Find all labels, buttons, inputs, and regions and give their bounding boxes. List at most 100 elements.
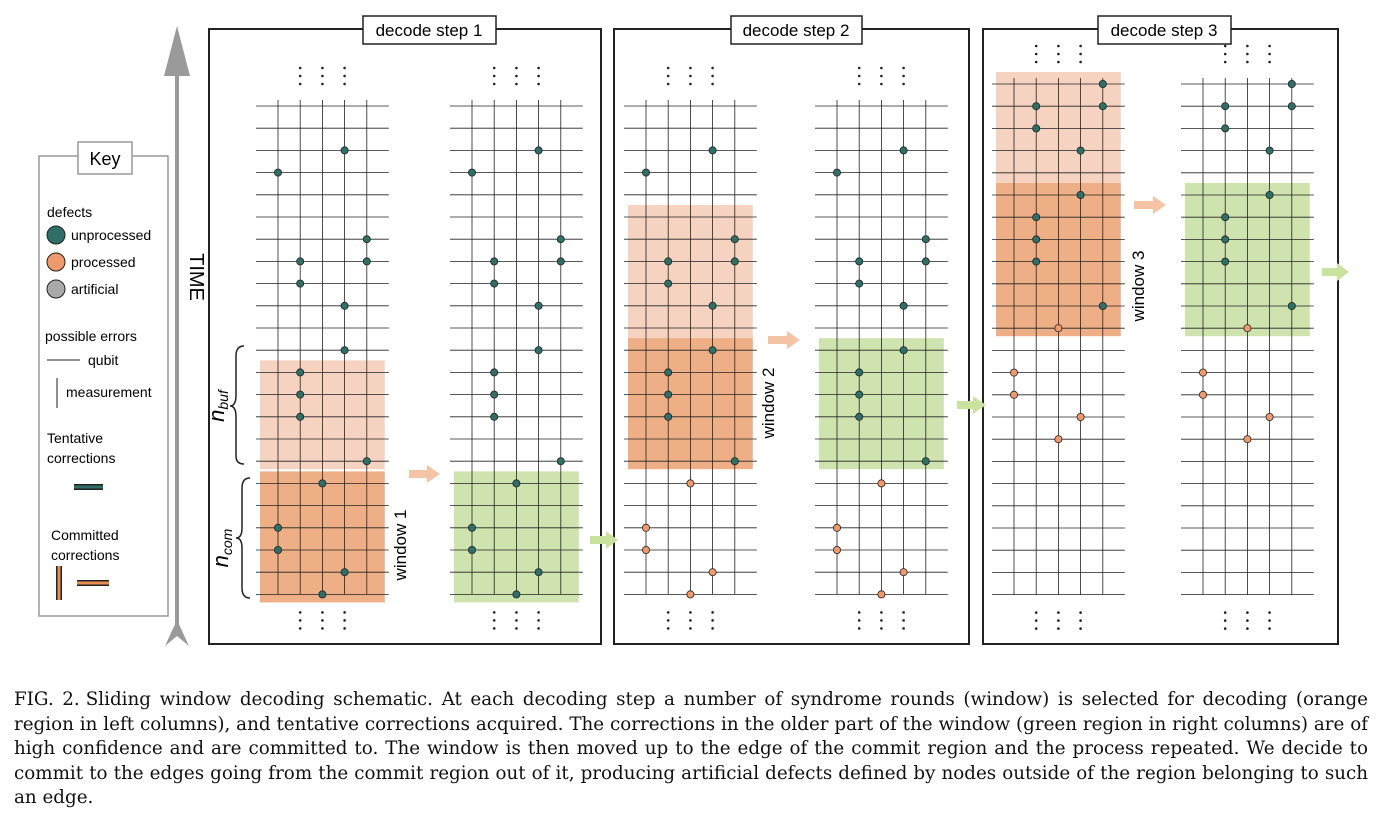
time-label: TIME — [185, 253, 207, 301]
defect-node — [1054, 324, 1063, 333]
measurement-label: measurement — [66, 384, 152, 400]
defect-node — [833, 546, 842, 555]
step-panel-1: decode step 1 window 1 — [208, 15, 602, 645]
defect-node — [1221, 213, 1230, 222]
defect-node — [642, 546, 651, 555]
defect-node — [490, 412, 499, 421]
defect-node — [340, 301, 349, 310]
defect-node — [1032, 124, 1041, 133]
defect-node — [899, 301, 908, 310]
defect-node — [1243, 435, 1252, 444]
defect-node — [1098, 80, 1107, 89]
n-com-brace: ncom — [208, 477, 251, 599]
defect-node — [467, 546, 476, 555]
defect-node — [534, 568, 543, 577]
defect-node — [1265, 412, 1274, 421]
defect-node — [340, 568, 349, 577]
defect-node — [642, 168, 651, 177]
defect-node — [1076, 146, 1085, 155]
defect-node — [318, 590, 327, 599]
committed-correction-swatch — [56, 566, 109, 600]
defect-node — [273, 546, 282, 555]
defect-node — [833, 523, 842, 532]
defect-node — [296, 390, 305, 399]
defect-node — [1265, 146, 1274, 155]
defect-node — [490, 279, 499, 288]
defect-node — [340, 346, 349, 355]
defect-node — [877, 590, 886, 599]
defect-node — [855, 257, 864, 266]
caption-label: FIG. 2. — [14, 689, 80, 710]
lattice-panel-3 — [624, 66, 757, 630]
lattice-panel-5 — [992, 44, 1125, 630]
window-2-label: window 2 — [759, 368, 778, 440]
defect-node — [1221, 124, 1230, 133]
defect-node — [921, 457, 930, 466]
n-com-label: ncom — [208, 528, 235, 567]
defect-node — [1032, 213, 1041, 222]
defect-node — [833, 168, 842, 177]
defect-node — [1243, 324, 1252, 333]
defect-node — [730, 457, 739, 466]
defect-node — [1287, 80, 1296, 89]
unprocessed-label: unprocessed — [71, 227, 151, 243]
processed-defect-swatch — [46, 252, 66, 272]
defect-node — [1054, 435, 1063, 444]
defect-node — [273, 168, 282, 177]
defect-node — [708, 146, 717, 155]
defect-node — [534, 346, 543, 355]
defect-node — [686, 590, 695, 599]
step-3-title: decode step 3 — [1111, 21, 1218, 40]
defect-node — [318, 479, 327, 488]
defect-node — [1032, 102, 1041, 111]
defect-node — [899, 346, 908, 355]
window-3-label: window 3 — [1129, 251, 1148, 323]
possible-errors-heading: possible errors — [45, 328, 137, 344]
defect-node — [1287, 301, 1296, 310]
committed-label-line2: corrections — [51, 547, 119, 563]
decoding-schematic-figure: Key defects unprocessed processed artifi… — [38, 15, 1349, 646]
defect-node — [1221, 235, 1230, 244]
processed-label: processed — [71, 254, 136, 270]
defect-node — [664, 279, 673, 288]
step-2-title: decode step 2 — [743, 21, 850, 40]
defect-node — [362, 257, 371, 266]
transition-arrows — [409, 196, 1349, 549]
defect-node — [642, 523, 651, 532]
defect-node — [512, 590, 521, 599]
unprocessed-defect-swatch — [46, 225, 66, 245]
defect-node — [512, 479, 521, 488]
defect-node — [490, 257, 499, 266]
qubit-label: qubit — [88, 352, 118, 368]
figure-caption: FIG. 2. Sliding window decoding schematic… — [14, 688, 1368, 811]
defect-node — [1032, 257, 1041, 266]
defect-node — [730, 257, 739, 266]
key-panel: Key defects unprocessed processed artifi… — [38, 141, 169, 617]
defect-node — [855, 390, 864, 399]
defect-node — [1010, 390, 1019, 399]
defect-node — [708, 568, 717, 577]
defect-node — [362, 235, 371, 244]
defect-node — [730, 235, 739, 244]
defect-node — [1199, 390, 1208, 399]
lattice-panel-1 — [256, 66, 389, 630]
artificial-label: artificial — [71, 281, 118, 297]
defect-node — [1032, 235, 1041, 244]
defect-node — [708, 346, 717, 355]
defect-node — [1076, 190, 1085, 199]
defect-node — [686, 479, 695, 488]
defect-node — [1076, 412, 1085, 421]
defect-node — [362, 457, 371, 466]
defect-node — [340, 146, 349, 155]
defect-node — [556, 235, 565, 244]
defect-node — [899, 568, 908, 577]
lattice-panel-4 — [815, 66, 948, 630]
defect-node — [490, 390, 499, 399]
defect-node — [1287, 102, 1296, 111]
defect-node — [467, 168, 476, 177]
defect-node — [877, 479, 886, 488]
defect-node — [921, 257, 930, 266]
defect-node — [1098, 301, 1107, 310]
defect-node — [664, 390, 673, 399]
defect-node — [296, 279, 305, 288]
